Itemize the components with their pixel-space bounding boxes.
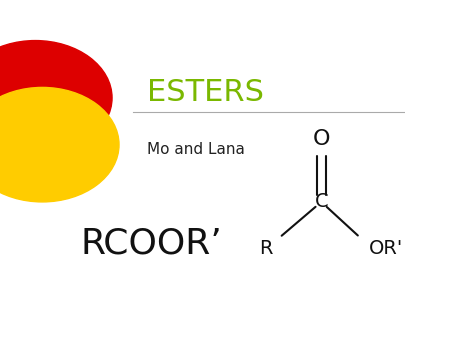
Circle shape bbox=[0, 41, 112, 155]
Text: O: O bbox=[313, 129, 330, 149]
Text: R: R bbox=[259, 239, 272, 258]
Text: OR': OR' bbox=[369, 239, 403, 258]
Text: RCOOR’: RCOOR’ bbox=[81, 226, 222, 261]
Circle shape bbox=[0, 88, 119, 202]
Text: Mo and Lana: Mo and Lana bbox=[147, 142, 245, 158]
Text: C: C bbox=[315, 192, 328, 212]
Text: ESTERS: ESTERS bbox=[147, 78, 264, 107]
